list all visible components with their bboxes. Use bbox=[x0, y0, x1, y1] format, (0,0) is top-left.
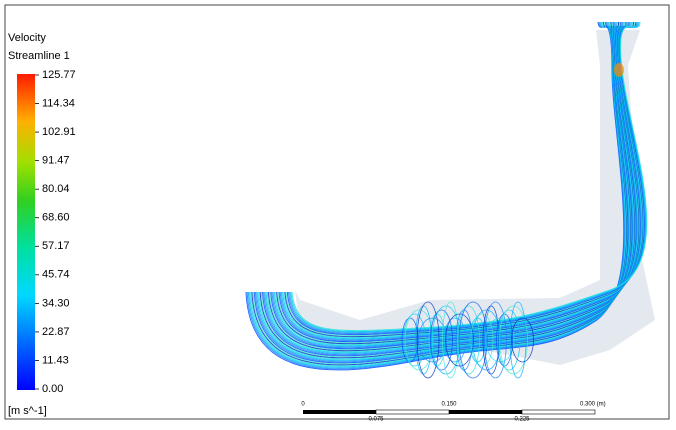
legend-tick-label: 114.34 bbox=[42, 97, 75, 109]
scale-label: 0.300 (m) bbox=[580, 402, 606, 408]
hot-spot bbox=[614, 63, 624, 77]
legend-tick-label: 80.04 bbox=[42, 183, 70, 195]
legend-tick-label: 34.30 bbox=[42, 297, 70, 309]
legend-title: Velocity bbox=[8, 32, 46, 44]
legend-tick-label: 11.43 bbox=[42, 354, 69, 366]
legend-tick-label: 22.87 bbox=[42, 326, 70, 338]
legend-subtitle: Streamline 1 bbox=[8, 50, 70, 62]
scale-label: 0.075 bbox=[368, 417, 384, 423]
colorbar bbox=[17, 74, 35, 390]
page: Velocity Streamline 1 [m s^-1] 00.1500.3… bbox=[0, 0, 676, 425]
legend-tick-label: 68.60 bbox=[42, 212, 70, 224]
legend-tick-label: 45.74 bbox=[42, 269, 70, 281]
legend-tick-label: 102.91 bbox=[42, 126, 76, 138]
scale-label: 0.150 bbox=[441, 402, 457, 408]
legend-unit: [m s^-1] bbox=[8, 405, 47, 417]
legend-tick-label: 91.47 bbox=[42, 155, 70, 167]
legend-tick-label: 125.77 bbox=[42, 69, 76, 81]
legend-tick-label: 0.00 bbox=[42, 383, 63, 395]
legend-tick-label: 57.17 bbox=[42, 240, 70, 252]
screenshot: Velocity Streamline 1 [m s^-1] 00.1500.3… bbox=[0, 0, 676, 425]
scale-bar bbox=[303, 410, 595, 414]
scale-label: 0.225 bbox=[514, 417, 530, 423]
